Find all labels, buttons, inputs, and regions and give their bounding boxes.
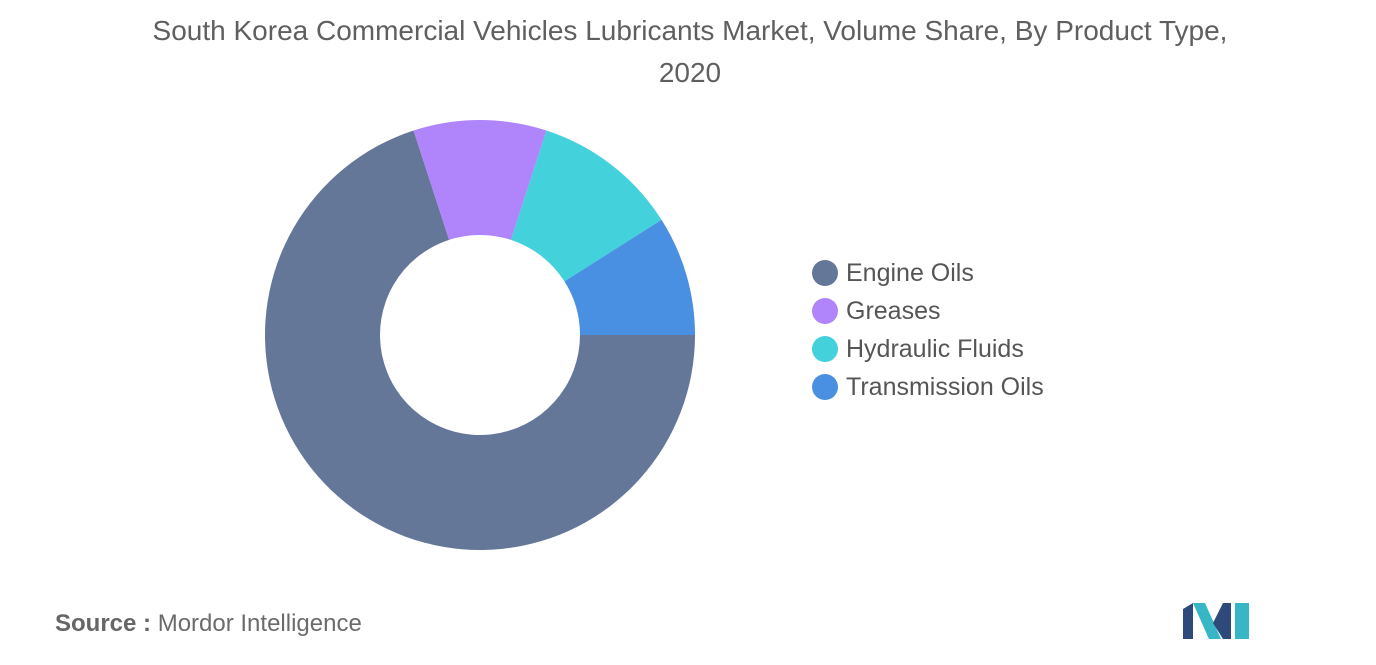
legend-item-hydraulic-fluids[interactable]: Hydraulic Fluids: [812, 330, 1044, 368]
source-prefix: Source :: [55, 610, 152, 637]
legend-item-greases[interactable]: Greases: [812, 292, 1044, 330]
legend-swatch-greases: [812, 298, 838, 324]
slice-transmission-oils[interactable]: [564, 219, 695, 335]
legend-label-hydraulic-fluids: Hydraulic Fluids: [846, 334, 1024, 363]
legend-swatch-engine-oils: [812, 260, 838, 286]
slice-hydraulic-fluids[interactable]: [510, 130, 662, 282]
legend-swatch-transmission-oils: [812, 374, 838, 400]
logo-right-diagonal: [1213, 603, 1231, 639]
mordor-logo-icon: [1183, 603, 1249, 639]
legend-item-transmission-oils[interactable]: Transmission Oils: [812, 368, 1044, 406]
logo-left-diagonal: [1193, 603, 1221, 639]
slice-engine-oils[interactable]: [265, 130, 695, 551]
legend-swatch-hydraulic-fluids: [812, 336, 838, 362]
legend-label-greases: Greases: [846, 296, 941, 325]
legend-label-engine-oils: Engine Oils: [846, 258, 974, 287]
logo-right-leg: [1235, 603, 1249, 639]
source-text: Mordor Intelligence: [157, 610, 362, 637]
chart-title: South Korea Commercial Vehicles Lubrican…: [152, 15, 1228, 88]
legend-item-engine-oils[interactable]: Engine Oils: [812, 254, 1044, 292]
legend: Engine Oils Greases Hydraulic Fluids Tra…: [812, 254, 1044, 406]
legend-label-transmission-oils: Transmission Oils: [846, 372, 1044, 401]
slice-greases[interactable]: [413, 119, 547, 240]
source-note: Source : Mordor Intelligence: [55, 610, 362, 638]
logo-left-leg: [1183, 603, 1193, 639]
